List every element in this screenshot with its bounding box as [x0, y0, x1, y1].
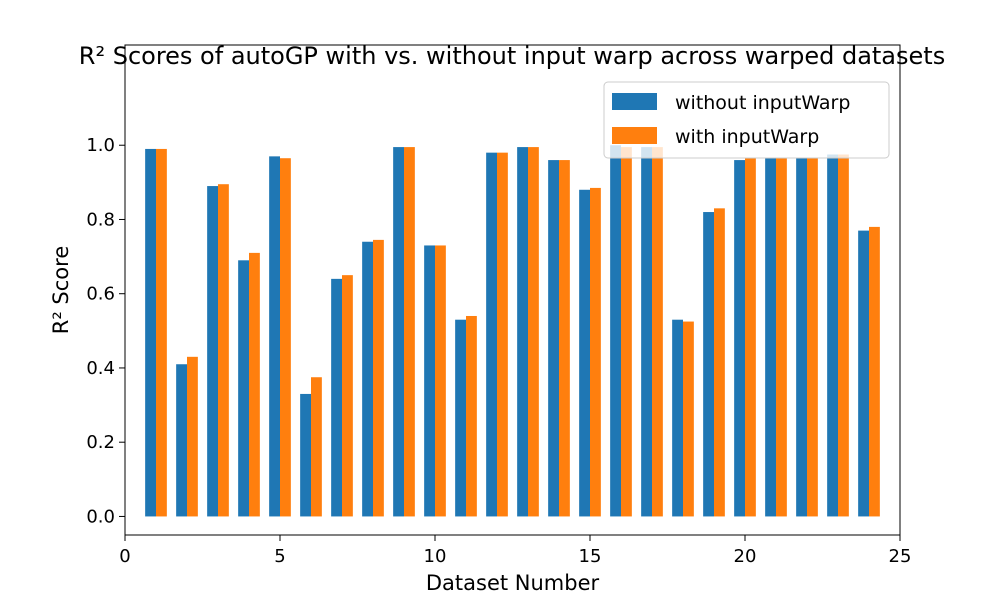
bar-with-inputwarp-23	[838, 154, 849, 517]
bar-without-inputwarp-19	[703, 212, 714, 517]
bar-without-inputwarp-17	[641, 147, 652, 517]
bar-without-inputwarp-6	[300, 393, 311, 517]
y-tick-label: 1.0	[86, 135, 115, 156]
bar-without-inputwarp-24	[858, 230, 869, 517]
bar-with-inputwarp-3	[218, 184, 229, 517]
x-tick-label: 5	[274, 546, 285, 567]
bar-without-inputwarp-1	[145, 148, 156, 517]
bar-without-inputwarp-16	[610, 145, 621, 517]
bar-without-inputwarp-3	[207, 186, 218, 517]
x-axis: 0 5 10 15 20 25	[119, 535, 911, 567]
bar-with-inputwarp-12	[497, 152, 508, 517]
bar-without-inputwarp-20	[734, 160, 745, 517]
bar-with-inputwarp-22	[807, 158, 818, 517]
legend-swatch	[612, 127, 657, 144]
bar-with-inputwarp-7	[342, 275, 353, 517]
bar-with-inputwarp-17	[652, 147, 663, 517]
x-tick-label: 0	[119, 546, 130, 567]
bar-without-inputwarp-23	[827, 154, 838, 517]
y-tick-label: 0.6	[86, 284, 115, 305]
y-axis: 0.0 0.2 0.4 0.6 0.8 1.0	[86, 135, 125, 527]
bar-with-inputwarp-11	[466, 315, 477, 517]
bar-with-inputwarp-10	[435, 245, 446, 517]
chart-title: R² Scores of autoGP with vs. without inp…	[79, 42, 945, 70]
bar-without-inputwarp-21	[765, 158, 776, 517]
bar-without-inputwarp-13	[517, 147, 528, 517]
x-tick-label: 25	[889, 546, 912, 567]
bar-with-inputwarp-19	[714, 208, 725, 517]
bar-without-inputwarp-18	[672, 319, 683, 517]
legend-label: without inputWarp	[675, 92, 850, 114]
bar-without-inputwarp-8	[362, 241, 373, 517]
bar-with-inputwarp-2	[187, 356, 198, 517]
bar-with-inputwarp-15	[590, 187, 601, 517]
bar-with-inputwarp-18	[683, 321, 694, 517]
bar-without-inputwarp-2	[176, 364, 187, 517]
bar-with-inputwarp-13	[528, 147, 539, 517]
plot-frame	[124, 44, 901, 536]
bar-with-inputwarp-5	[280, 158, 291, 517]
bar-with-inputwarp-6	[311, 377, 322, 517]
bar-without-inputwarp-14	[548, 160, 559, 517]
bar-without-inputwarp-7	[331, 278, 342, 517]
legend-swatch	[612, 93, 657, 110]
bar-with-inputwarp-1	[156, 148, 167, 517]
bar-without-inputwarp-22	[796, 158, 807, 517]
legend-box	[603, 81, 890, 159]
bar-without-inputwarp-5	[269, 156, 280, 517]
bar-with-inputwarp-21	[776, 158, 787, 517]
y-tick-label: 0.2	[86, 432, 115, 453]
legend-label: with inputWarp	[675, 126, 819, 148]
bars-layer	[145, 145, 880, 517]
y-tick-label: 0.4	[86, 358, 115, 379]
bar-without-inputwarp-11	[455, 319, 466, 517]
bar-with-inputwarp-4	[249, 252, 260, 517]
bar-without-inputwarp-9	[393, 147, 404, 517]
x-tick-label: 15	[579, 546, 602, 567]
bar-with-inputwarp-20	[745, 158, 756, 517]
bar-without-inputwarp-12	[486, 152, 497, 517]
bar-without-inputwarp-15	[579, 189, 590, 517]
bar-with-inputwarp-16	[621, 147, 632, 517]
bar-with-inputwarp-24	[869, 226, 880, 517]
bar-without-inputwarp-4	[238, 260, 249, 517]
bar-with-inputwarp-14	[559, 160, 570, 517]
x-tick-label: 10	[424, 546, 447, 567]
bar-without-inputwarp-10	[424, 245, 435, 517]
x-axis-label: Dataset Number	[426, 571, 600, 595]
legend: without inputWarp with inputWarp	[603, 81, 890, 159]
y-axis-label: R² Score	[49, 246, 73, 335]
x-tick-label: 20	[734, 546, 757, 567]
bar-with-inputwarp-8	[373, 239, 384, 517]
y-tick-label: 0.8	[86, 209, 115, 230]
y-tick-label: 0.0	[86, 506, 115, 527]
bar-with-inputwarp-9	[404, 147, 415, 517]
